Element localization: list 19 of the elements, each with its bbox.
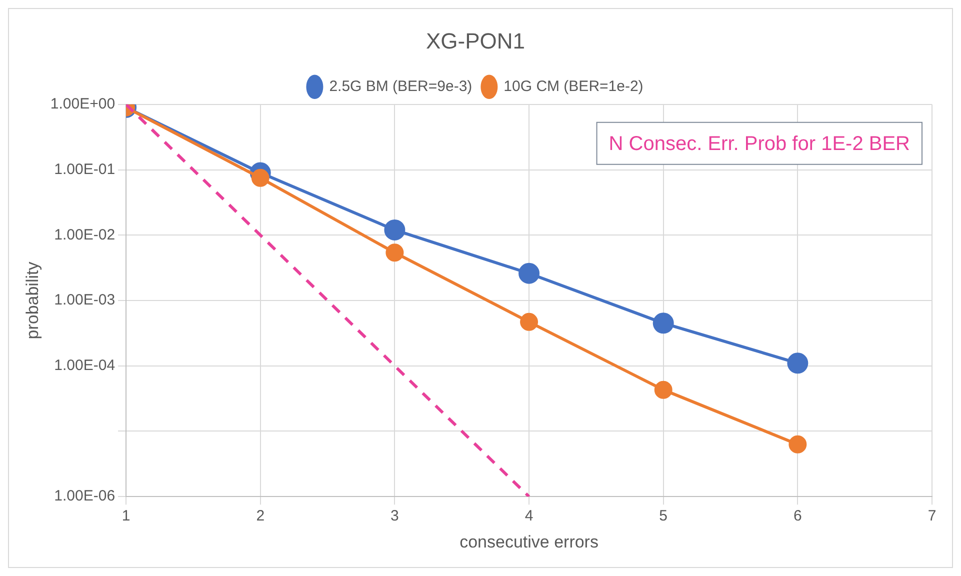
- legend-label: 10G CM (BER=1e-2): [504, 78, 644, 96]
- y-tick-label: 1.00E+00: [50, 96, 116, 113]
- legend-label: 2.5G BM (BER=9e-3): [329, 78, 472, 96]
- x-tick-label: 1: [122, 508, 130, 525]
- y-axis-title: probability: [22, 261, 42, 340]
- y-tick-label: 1.00E-02: [54, 226, 116, 244]
- x-tick-label: 6: [794, 508, 802, 525]
- x-tick-label: 7: [928, 508, 936, 525]
- y-tick-label: 1.00E-04: [54, 357, 116, 374]
- x-tick-label: 5: [659, 508, 668, 525]
- x-axis-title: consecutive errors: [460, 532, 598, 552]
- y-tick-label: 1.00E-06: [54, 488, 116, 505]
- y-tick-label: 1.00E-03: [54, 292, 116, 309]
- x-tick-label: 4: [524, 508, 534, 525]
- x-tick-label: 2: [256, 508, 265, 525]
- annotation: N Consec. Err. Prob for 1E-2 BER: [608, 132, 910, 155]
- chart-title: XG-PON1: [426, 28, 526, 54]
- y-tick-label: 1.00E-01: [54, 160, 116, 178]
- x-tick-label: 3: [390, 508, 399, 525]
